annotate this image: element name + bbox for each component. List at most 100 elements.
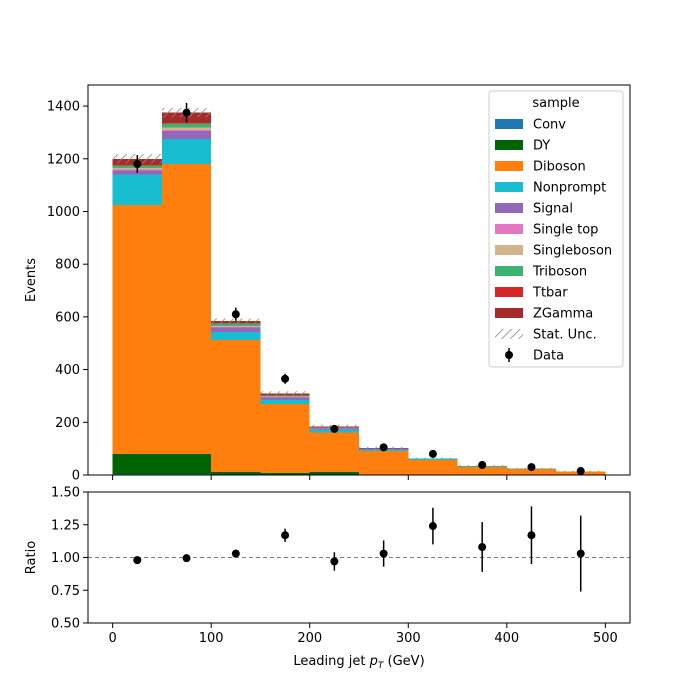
bar-nonprompt-bin-6 (408, 459, 458, 460)
legend-label-singleboson: Singleboson (533, 244, 612, 259)
bar-triboson-bin-3 (260, 395, 310, 397)
xtick-label-500: 500 (593, 631, 618, 646)
ratio-frame (87, 491, 631, 624)
ratio-ytick-label-1.00: 1.00 (51, 551, 80, 566)
xtick-label-0: 0 (108, 631, 116, 646)
bar-diboson-bin-7 (457, 466, 507, 475)
bar-dy-bin-1 (161, 453, 212, 475)
main-frame (87, 84, 631, 476)
legend-data-marker (505, 351, 513, 359)
ratio-point-2 (231, 549, 240, 558)
xtick-label-100: 100 (199, 631, 224, 646)
series-nonprompt (112, 139, 606, 472)
legend-swatch-stat-unc (495, 329, 523, 339)
stat-unc-bin-2 (211, 318, 261, 324)
ratio-point-5 (379, 549, 388, 558)
legend-swatch-dy (495, 140, 523, 150)
bar-nonprompt-bin-3 (260, 399, 310, 404)
data-point-0 (133, 160, 142, 169)
legend-swatch-diboson (495, 161, 523, 171)
bar-nonprompt-bin-2 (211, 332, 261, 341)
bar-signal-bin-3 (260, 397, 310, 400)
data-point-2 (231, 310, 240, 319)
data-point-9 (576, 467, 585, 476)
legend-label-diboson: Diboson (533, 160, 586, 175)
ratio-point-3 (281, 531, 290, 540)
ratio-point-9 (576, 549, 585, 558)
bar-diboson-bin-8 (506, 468, 557, 475)
legend-swatch-nonprompt (495, 182, 523, 192)
data-point-8 (527, 463, 536, 472)
xtick-label-200: 200 (297, 631, 322, 646)
legend-label-nonprompt: Nonprompt (533, 181, 606, 196)
x-axis-label: Leading jet pT (GeV) (293, 654, 424, 671)
xtick-label-300: 300 (396, 631, 421, 646)
series-diboson (112, 164, 606, 475)
bar-diboson-bin-3 (260, 403, 310, 473)
data-points (133, 102, 585, 476)
bar-ttbar-bin-1 (161, 122, 212, 124)
ratio-ytick-label-1.50: 1.50 (51, 486, 80, 501)
ytick-label-0: 0 (72, 469, 80, 484)
ytick-label-1000: 1000 (47, 205, 80, 220)
bar-singleboson-bin-3 (260, 396, 310, 397)
stat-unc-bin-6 (408, 457, 458, 460)
ratio-point-7 (478, 543, 487, 552)
ytick-label-800: 800 (55, 258, 80, 273)
ytick-label-1400: 1400 (47, 100, 80, 115)
legend-label-single-top: Single top (533, 223, 598, 238)
bar-signal-bin-1 (161, 131, 212, 140)
legend-label-conv: Conv (533, 118, 566, 133)
bar-triboson-bin-2 (211, 323, 261, 326)
legend-label-triboson: Triboson (532, 265, 587, 280)
data-point-4 (330, 424, 339, 433)
data-point-7 (478, 460, 487, 469)
xtick-label-400: 400 (494, 631, 519, 646)
legend-swatch-conv (495, 119, 523, 129)
bar-signal-bin-2 (211, 327, 261, 333)
legend-swatch-triboson (495, 266, 523, 276)
bar-diboson-bin-1 (161, 164, 212, 454)
main-plot: 0 200 400 600 800 1000 1200 1400 Events (24, 84, 631, 484)
legend-label-signal: Signal (533, 202, 573, 217)
ratio-ytick-label-0.50: 0.50 (51, 617, 80, 632)
bar-diboson-bin-4 (309, 432, 359, 472)
bar-single-top-bin-1 (161, 129, 212, 132)
bar-nonprompt-bin-1 (161, 139, 212, 165)
bar-dy-bin-0 (112, 453, 162, 475)
ratio-y-axis-label: Ratio (24, 541, 39, 574)
bar-singleboson-bin-2 (211, 325, 261, 327)
data-point-5 (379, 443, 388, 452)
ytick-label-400: 400 (55, 363, 80, 378)
ytick-label-1200: 1200 (47, 152, 80, 167)
ratio-point-1 (182, 554, 191, 563)
legend-label-dy: DY (533, 139, 550, 154)
legend-frame (488, 90, 624, 368)
legend-swatch-ttbar (495, 287, 523, 297)
legend-swatch-singleboson (495, 245, 523, 255)
legend-swatch-single-top (495, 224, 523, 234)
legend: sample Conv DY Diboson Nonprompt Signal Single… (488, 90, 624, 368)
ratio-ytick-label-0.75: 0.75 (51, 584, 80, 599)
legend-label-data: Data (533, 349, 564, 364)
legend-title: sample (532, 96, 579, 111)
bar-nonprompt-bin-0 (112, 174, 162, 205)
ytick-label-600: 600 (55, 310, 80, 325)
ytick-label-200: 200 (55, 416, 80, 431)
stat-unc-bin-3 (260, 391, 310, 396)
bar-dy-bin-3 (260, 472, 310, 475)
ratio-point-6 (428, 522, 437, 531)
data-point-1 (182, 108, 191, 117)
bar-dy-bin-2 (211, 471, 261, 475)
bar-diboson-bin-0 (112, 204, 162, 454)
ratio-plot: 0.50 0.75 1.00 1.25 1.50 0 100 200 300 400 500 Rati… (24, 486, 631, 671)
legend-swatch-zgamma (495, 308, 523, 318)
ratio-point-0 (133, 556, 142, 565)
ratio-ytick-label-1.25: 1.25 (51, 518, 80, 533)
y-axis-label: Events (24, 258, 39, 302)
bar-dy-bin-4 (309, 471, 359, 475)
bar-triboson-bin-1 (161, 123, 212, 128)
bar-diboson-bin-5 (359, 450, 409, 475)
legend-swatch-signal (495, 203, 523, 213)
